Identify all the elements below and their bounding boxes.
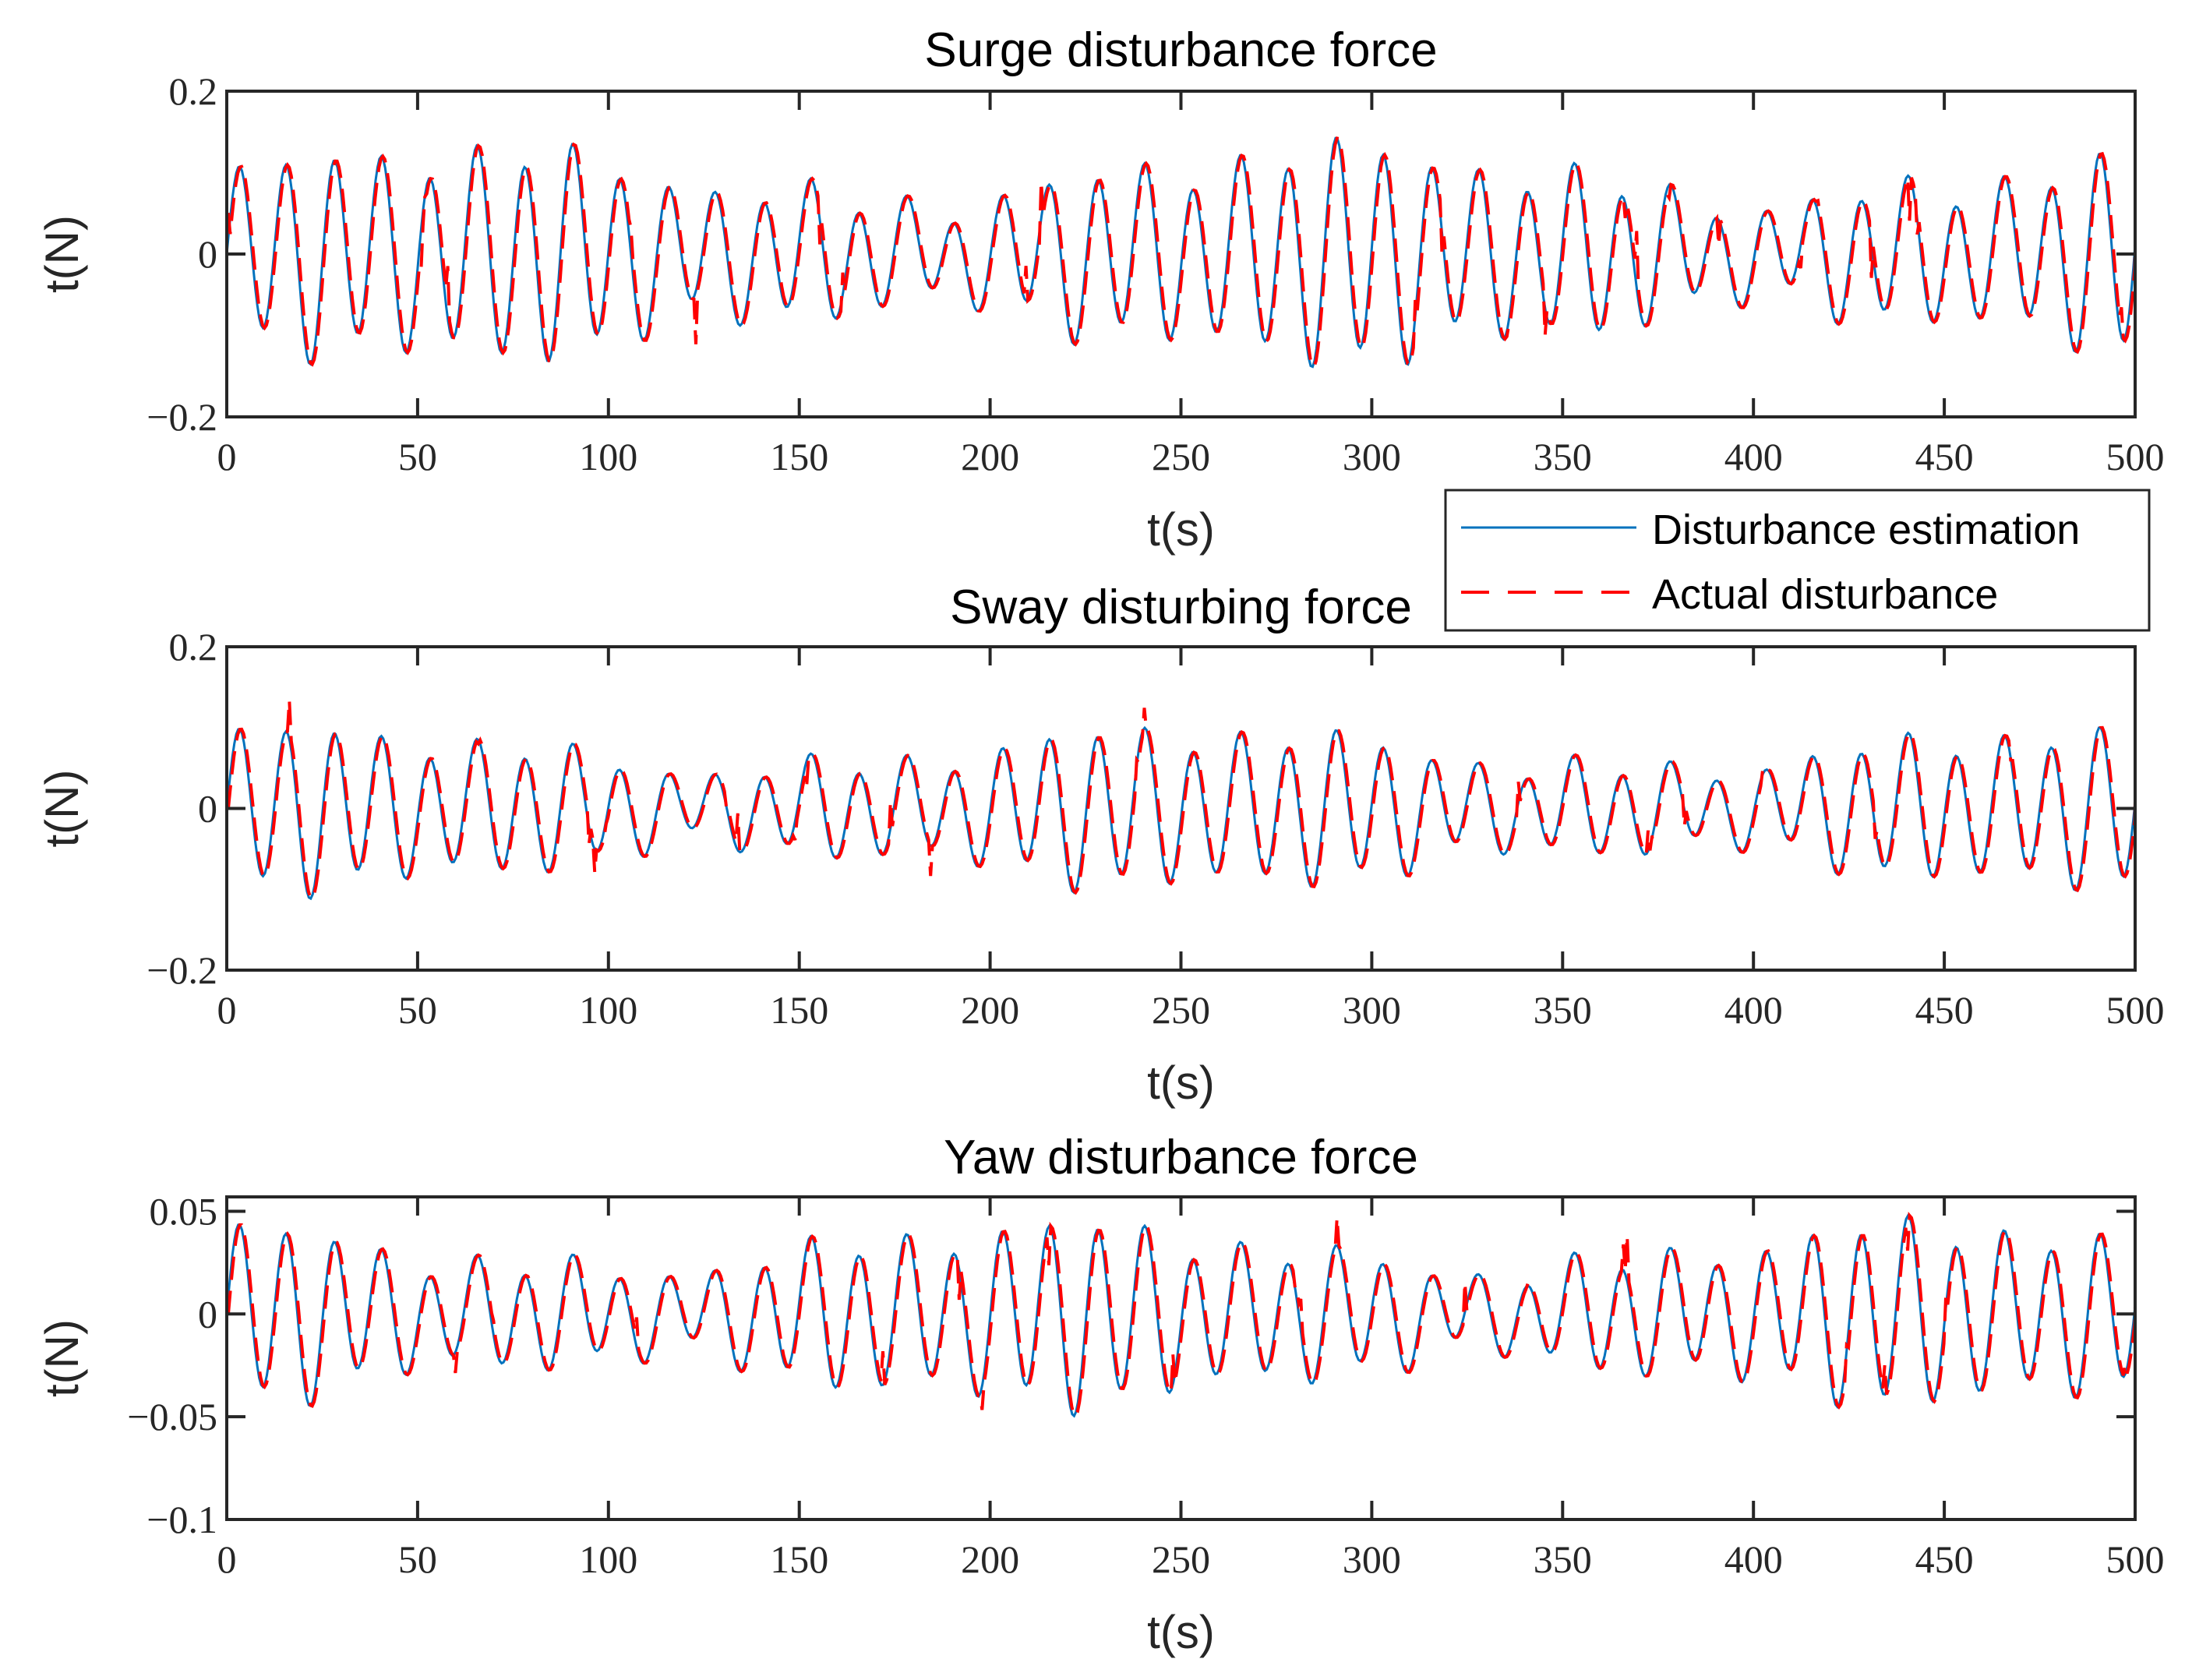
y-axis-label: t(N) [36, 770, 88, 848]
x-tick-label: 500 [2106, 435, 2165, 478]
subplot-1: 0 50 100 150 200 250 300 350 400 450 500−0.200.2Su… [36, 23, 2165, 556]
y-axis-label: t(N) [36, 1319, 88, 1397]
x-tick-label: 100 [579, 435, 637, 478]
series-estimation [227, 1213, 2135, 1418]
y-tick-label: 0.2 [169, 625, 218, 669]
x-tick-label: 300 [1343, 988, 1401, 1032]
legend-label-actual: Actual disturbance [1652, 571, 1998, 618]
x-axis-label: t(s) [1147, 503, 1215, 556]
y-tick-label: −0.2 [146, 948, 217, 992]
y-tick-label: 0 [198, 232, 217, 276]
x-axis-label: t(s) [1147, 1057, 1215, 1109]
legend: Disturbance estimation Actual disturbanc… [1444, 489, 2151, 632]
subplot-title: Yaw disturbance force [944, 1131, 1418, 1184]
x-tick-label: 100 [579, 1537, 637, 1581]
x-tick-label: 450 [1915, 435, 1974, 478]
x-tick-label: 250 [1152, 435, 1210, 478]
series-estimation [227, 136, 2135, 369]
series-estimation [227, 725, 2135, 901]
y-tick-label: 0 [198, 1292, 217, 1336]
x-tick-label: 350 [1534, 435, 1592, 478]
x-tick-label: 500 [2106, 1537, 2165, 1581]
x-tick-label: 50 [398, 1537, 437, 1581]
x-tick-label: 450 [1915, 1537, 1974, 1581]
subplot-title: Sway disturbing force [950, 581, 1412, 634]
series-actual [227, 1212, 2135, 1419]
axes-box [225, 1195, 2137, 1521]
y-tick-label: −0.05 [127, 1395, 217, 1438]
x-axis-label: t(s) [1147, 1606, 1215, 1658]
x-tick-label: 300 [1343, 435, 1401, 478]
y-axis-label: t(N) [36, 215, 88, 293]
x-tick-label: 350 [1534, 988, 1592, 1032]
subplot-3: 0 50 100 150 200 250 300 350 400 450 500 −0.1 −0.05 0… [36, 1131, 2165, 1658]
x-tick-label: 400 [1724, 1537, 1783, 1581]
y-tick-label: 0.05 [150, 1189, 218, 1233]
x-tick-label: 150 [770, 435, 828, 478]
x-tick-label: 0 [217, 988, 237, 1032]
subplot-2: 0 50 100 150 200 250 300 350 400 450 500−0.200.2Sw… [36, 581, 2165, 1109]
x-tick-label: 0 [217, 1537, 237, 1581]
y-tick-label: −0.2 [146, 395, 217, 439]
series-actual [227, 700, 2135, 901]
x-tick-label: 0 [217, 435, 237, 478]
x-tick-label: 150 [770, 1537, 828, 1581]
x-tick-label: 500 [2106, 988, 2165, 1032]
x-tick-label: 350 [1534, 1537, 1592, 1581]
x-tick-label: 200 [961, 988, 1019, 1032]
x-tick-label: 200 [961, 1537, 1019, 1581]
x-tick-label: 200 [961, 435, 1019, 478]
x-tick-label: 250 [1152, 988, 1210, 1032]
x-tick-label: 50 [398, 988, 437, 1032]
y-tick-label: 0 [198, 787, 217, 831]
y-tick-label: 0.2 [169, 69, 218, 113]
y-tick-label: −0.1 [146, 1498, 217, 1541]
x-tick-label: 250 [1152, 1537, 1210, 1581]
subplot-title: Surge disturbance force [924, 23, 1437, 77]
x-tick-label: 50 [398, 435, 437, 478]
x-tick-label: 400 [1724, 988, 1783, 1032]
legend-label-estimation: Disturbance estimation [1652, 506, 2080, 553]
x-tick-label: 300 [1343, 1537, 1401, 1581]
x-tick-label: 450 [1915, 988, 1974, 1032]
series-actual [227, 136, 2135, 369]
x-tick-label: 100 [579, 988, 637, 1032]
x-tick-label: 150 [770, 988, 828, 1032]
x-tick-label: 400 [1724, 435, 1783, 478]
